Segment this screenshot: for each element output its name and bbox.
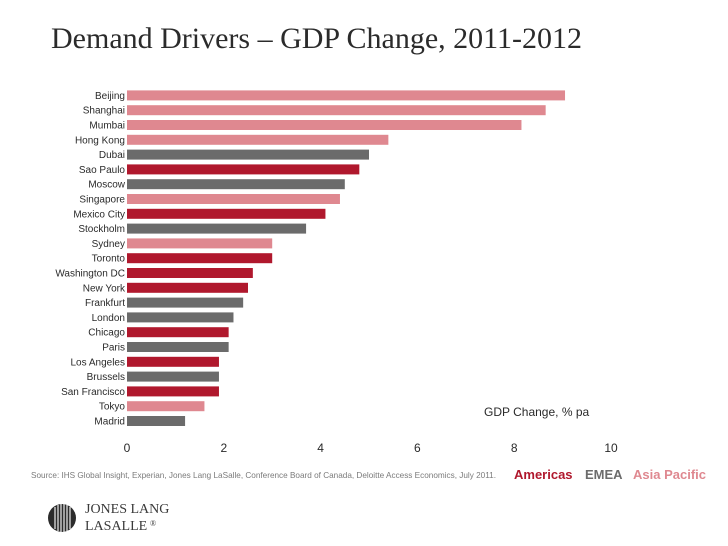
category-label-mexico-city: Mexico City — [73, 209, 125, 220]
bar-sydney — [127, 238, 273, 249]
bar-sao-paulo — [127, 164, 360, 175]
category-label-chicago: Chicago — [88, 328, 125, 339]
category-label-paris: Paris — [102, 343, 125, 354]
bar-dubai — [127, 149, 369, 160]
gdp-bar-chart: Beijing Shanghai Mumbai Hong Kong Dubai Sao P… — [55, 90, 618, 455]
bar-mumbai — [127, 120, 522, 130]
bar-chicago — [127, 327, 229, 338]
category-label-sao-paulo: Sao Paulo — [79, 165, 126, 176]
bar-hong-kong — [127, 134, 389, 145]
bar-moscow — [127, 179, 345, 190]
category-label-london: London — [92, 313, 125, 324]
category-label-madrid: Madrid — [94, 417, 125, 428]
bar-paris — [127, 342, 229, 352]
category-label-singapore: Singapore — [79, 195, 125, 206]
legend-emea: EMEA — [585, 467, 623, 482]
category-label-frankfurt: Frankfurt — [85, 298, 125, 309]
category-label-beijing: Beijing — [95, 91, 125, 102]
bar-beijing — [127, 90, 566, 101]
bar-shanghai — [127, 105, 546, 116]
bar-london — [127, 312, 234, 323]
source-note: Source: IHS Global Insight, Experian, Jo… — [31, 471, 496, 480]
bar-san-francisco — [127, 386, 219, 397]
category-label-sydney: Sydney — [92, 239, 125, 250]
company-logo: JONES LANG LASALLE ® — [47, 500, 197, 540]
category-label-moscow: Moscow — [88, 180, 125, 191]
x-tick-label: 10 — [604, 441, 618, 455]
bar-madrid — [127, 416, 186, 426]
x-tick-label: 8 — [511, 441, 518, 455]
logo-mark-icon — [48, 504, 76, 532]
x-tick-label: 0 — [124, 441, 131, 455]
x-axis-title: GDP Change, % pa — [484, 405, 590, 419]
category-label-san-francisco: San Francisco — [61, 387, 125, 398]
bar-washington-dc — [127, 268, 253, 278]
bar-singapore — [127, 194, 340, 204]
logo-registered-mark: ® — [150, 519, 157, 528]
category-label-toronto: Toronto — [92, 254, 126, 265]
category-label-los-angeles: Los Angeles — [71, 357, 126, 368]
logo-line-2: LASALLE — [85, 519, 148, 534]
category-label-mumbai: Mumbai — [89, 121, 125, 132]
category-label-stockholm: Stockholm — [78, 224, 125, 235]
bar-mexico-city — [127, 208, 326, 219]
bar-los-angeles — [127, 356, 219, 367]
bar-tokyo — [127, 401, 205, 412]
x-tick-label: 4 — [317, 441, 324, 455]
category-label-tokyo: Tokyo — [99, 402, 126, 413]
category-label-shanghai: Shanghai — [83, 106, 125, 117]
bar-stockholm — [127, 223, 307, 234]
bar-brussels — [127, 371, 219, 382]
bar-toronto — [127, 253, 273, 264]
category-label-dubai: Dubai — [99, 150, 125, 161]
bar-new-york — [127, 282, 248, 293]
x-tick-label: 2 — [220, 441, 227, 455]
legend-americas: Americas — [514, 467, 573, 482]
legend-asia-pacific: Asia Pacific — [633, 467, 706, 482]
category-label-brussels: Brussels — [87, 372, 125, 383]
category-label-washington-dc: Washington DC — [55, 269, 125, 280]
logo-line-1: JONES LANG — [85, 502, 170, 517]
x-tick-label: 6 — [414, 441, 421, 455]
category-label-new-york: New York — [83, 283, 126, 294]
bar-frankfurt — [127, 297, 244, 308]
category-label-hong-kong: Hong Kong — [75, 135, 125, 146]
page-title: Demand Drivers – GDP Change, 2011-2012 — [51, 22, 583, 55]
